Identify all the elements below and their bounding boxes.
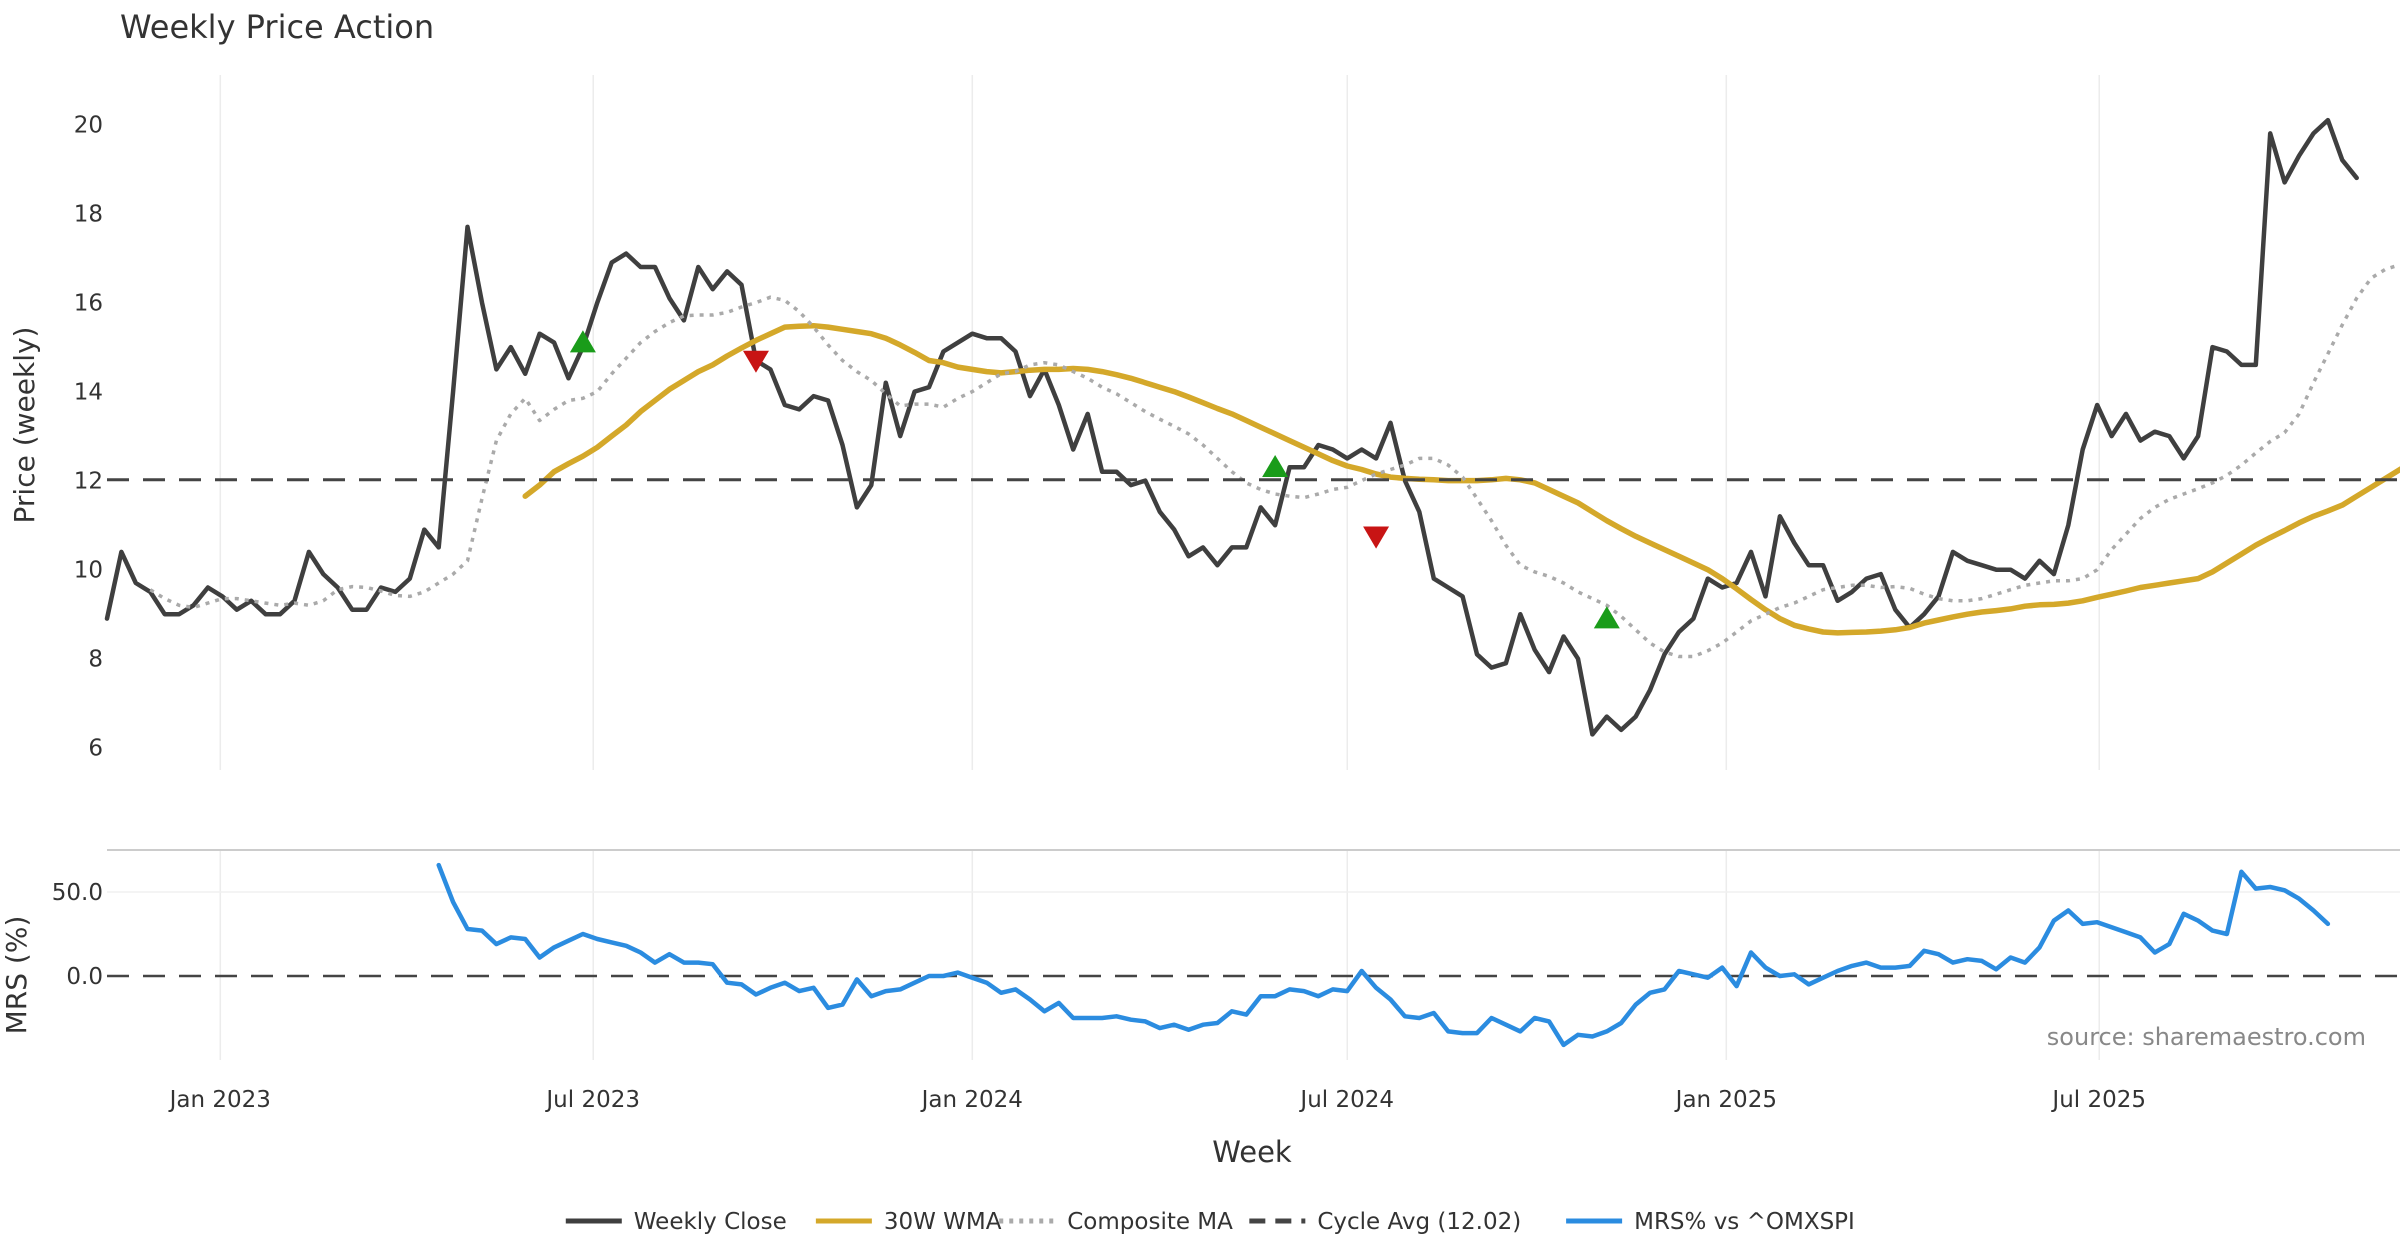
- legend-item: MRS% vs ^OMXSPI: [1566, 1209, 1855, 1235]
- legend-label: MRS% vs ^OMXSPI: [1634, 1209, 1855, 1235]
- price-y-tick-label: 18: [74, 202, 103, 228]
- x-tick-label: Jan 2023: [168, 1087, 271, 1113]
- price-y-tick-label: 6: [88, 736, 103, 762]
- price-y-tick-label: 20: [74, 113, 103, 139]
- legend-label: 30W WMA: [884, 1209, 1002, 1235]
- chart-title: Weekly Price Action: [120, 8, 434, 46]
- series-30w-wma: [522, 322, 2400, 636]
- legend-item: Weekly Close: [565, 1209, 787, 1235]
- legend-label: Composite MA: [1067, 1209, 1233, 1235]
- x-tick-label: Jan 2025: [1674, 1087, 1777, 1113]
- price-y-tick-label: 10: [74, 558, 103, 584]
- x-axis-label: Week: [1212, 1135, 1292, 1169]
- x-tick-label: Jul 2025: [2050, 1087, 2146, 1113]
- source-annotation: source: sharemaestro.com: [2047, 1023, 2366, 1051]
- series-mrs: [436, 862, 2331, 1048]
- price-y-tick-label: 8: [88, 647, 103, 673]
- buy-signal-marker: [569, 330, 596, 353]
- buy-signal-marker: [1593, 606, 1620, 629]
- price-y-tick-label: 14: [74, 380, 103, 406]
- x-tick-label: Jul 2024: [1298, 1087, 1394, 1113]
- buy-signal-marker: [1262, 454, 1289, 478]
- x-tick-label: Jan 2024: [920, 1087, 1023, 1113]
- price-y-axis-label: Price (weekly): [8, 327, 41, 524]
- price-y-tick-label: 16: [74, 291, 103, 317]
- mrs-y-tick-label: 0.0: [66, 964, 103, 990]
- legend-item: Cycle Avg (12.02): [1249, 1209, 1521, 1235]
- price-panel: 6 8 10 12 14 16 18 20 Price (weekly): [8, 75, 2400, 770]
- legend-label: Cycle Avg (12.02): [1317, 1209, 1521, 1235]
- sell-signal-marker: [742, 350, 769, 373]
- mrs-y-axis-label: MRS (%): [0, 916, 33, 1035]
- legend-label: Weekly Close: [634, 1209, 787, 1235]
- legend-item: 30W WMA: [815, 1209, 1002, 1235]
- x-axis: Jan 2023 Jul 2023 Jan 2024 Jul 2024 Jan 2025…: [168, 1087, 2146, 1113]
- legend: Weekly Close 30W WMA Composite MA Cycle Avg…: [565, 1209, 1855, 1235]
- x-tick-label: Jul 2023: [544, 1087, 640, 1113]
- mrs-panel: 0.0 50.0 MRS (%): [0, 849, 2400, 1060]
- mrs-y-tick-label: 50.0: [52, 880, 103, 906]
- price-y-tick-label: 12: [74, 469, 103, 495]
- series-weekly-close: [104, 117, 2359, 737]
- legend-item: Composite MA: [999, 1209, 1233, 1235]
- sell-signal-marker: [1363, 526, 1390, 549]
